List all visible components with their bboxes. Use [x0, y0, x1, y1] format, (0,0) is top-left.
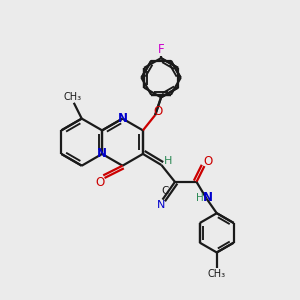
Text: N: N	[97, 147, 107, 161]
Text: F: F	[158, 43, 164, 56]
Text: N: N	[202, 191, 213, 204]
Text: O: O	[96, 176, 105, 189]
Text: N: N	[156, 200, 165, 211]
Text: N: N	[118, 112, 128, 125]
Text: CH₃: CH₃	[208, 269, 226, 279]
Text: O: O	[204, 155, 213, 168]
Text: H: H	[196, 193, 204, 203]
Text: C: C	[161, 186, 169, 196]
Text: H: H	[164, 156, 172, 166]
Text: CH₃: CH₃	[64, 92, 82, 102]
Text: O: O	[154, 105, 163, 118]
